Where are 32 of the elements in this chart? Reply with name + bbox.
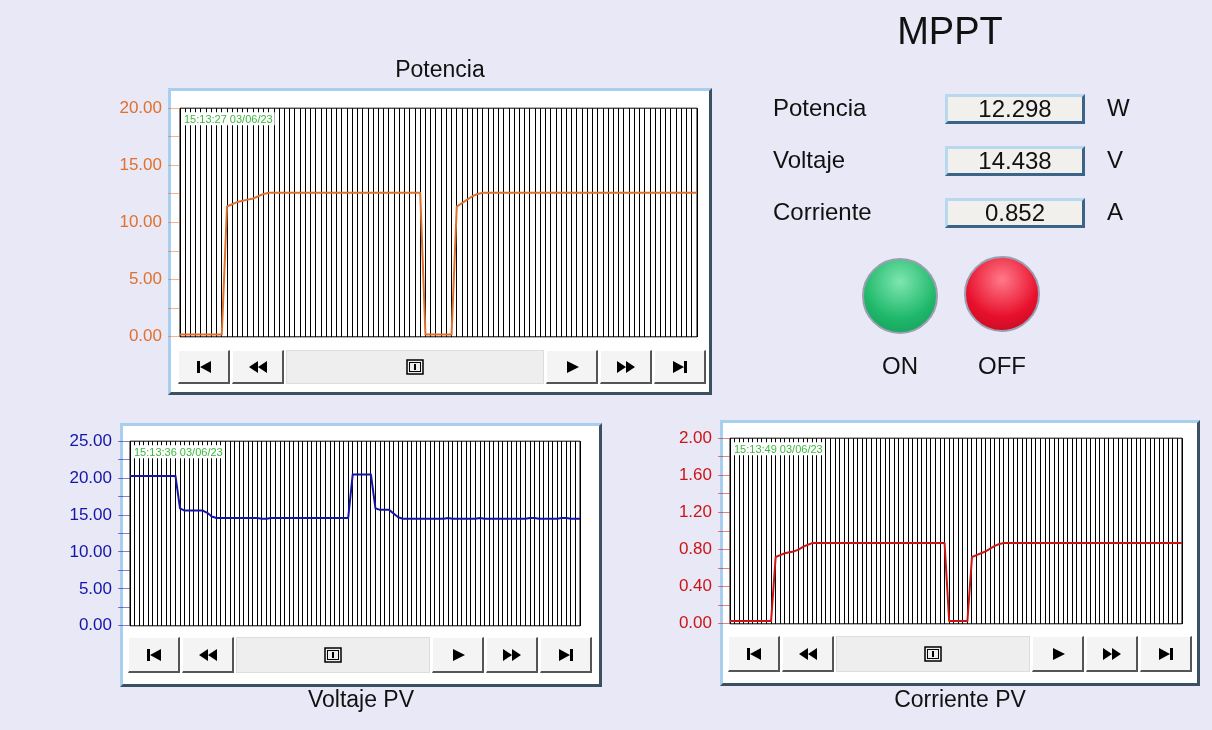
y-tick-label: 0.00	[678, 613, 712, 633]
text: OFF	[977, 352, 1027, 380]
text: Corriente PV	[893, 686, 1027, 713]
y-tick-label: 1.60	[678, 465, 712, 485]
text: Potencia	[773, 94, 867, 122]
y-tick-label: 0.80	[678, 539, 712, 559]
y-tick-label: 5.00	[78, 578, 112, 598]
y-tick-label: 10.00	[69, 541, 112, 561]
text: W	[1107, 94, 1130, 122]
y-tick-label: 15.00	[69, 504, 112, 524]
y-tick-label: 10.00	[119, 212, 162, 232]
y-tick-label: 15.00	[119, 155, 162, 175]
text: MPPT	[896, 10, 1004, 53]
text: V	[1107, 146, 1124, 174]
y-tick-label: 20.00	[69, 467, 112, 487]
annotation: 15:13:27 03/06/23	[184, 112, 273, 125]
y-tick-label: 0.00	[128, 326, 162, 346]
text: Corriente	[773, 198, 872, 226]
chart-title: Potencia	[394, 56, 486, 83]
y-tick-label: 0.40	[678, 576, 712, 596]
y-tick-label: 25.00	[69, 430, 112, 450]
text: Voltaje	[773, 146, 846, 174]
y-tick-label: 20.00	[119, 97, 162, 117]
y-tick-label: 2.00	[678, 427, 712, 447]
y-tick-label: 5.00	[128, 269, 162, 289]
annotation: 15:13:36 03/06/23	[134, 445, 223, 458]
text: A	[1107, 198, 1124, 226]
text: ON	[881, 352, 919, 380]
y-tick-label: 1.20	[678, 502, 712, 522]
y-tick-label: 0.00	[78, 615, 112, 635]
text: Voltaje PV	[306, 686, 416, 713]
annotation: 15:13:49 03/06/23	[734, 442, 823, 455]
